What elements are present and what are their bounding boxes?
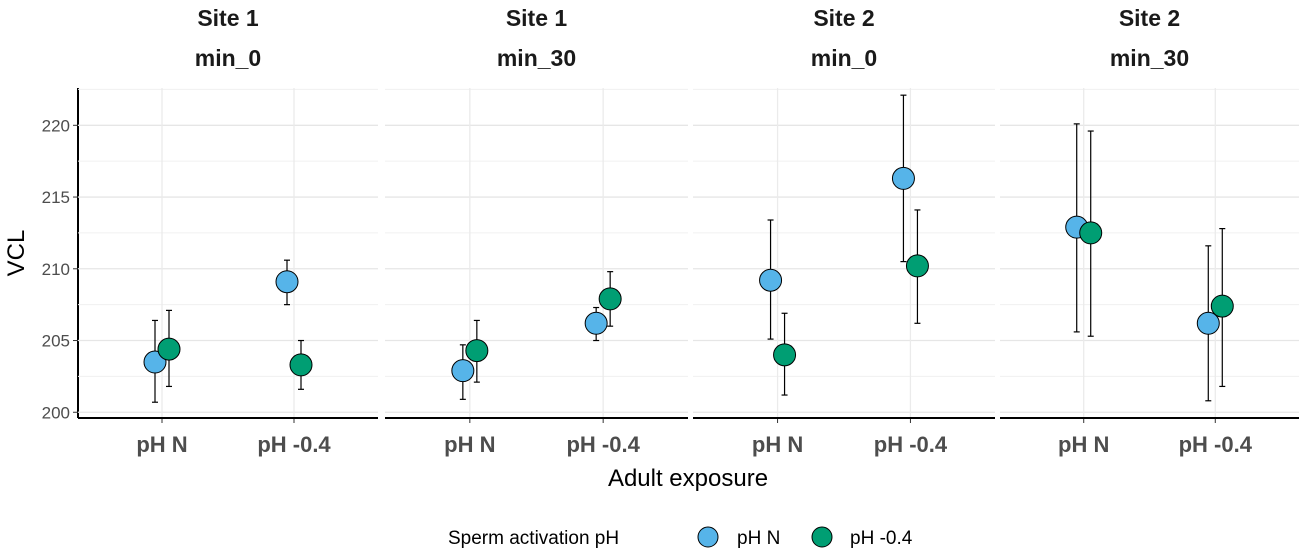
data-point <box>1196 311 1220 335</box>
legend-label-ph-minus-0.4: pH -0.4 <box>850 528 913 549</box>
strip-label: min_30 <box>497 45 576 71</box>
x-tick-label: pH -0.4 <box>566 432 640 457</box>
x-tick-label: pH -0.4 <box>257 432 331 457</box>
legend-label-ph-n: pH N <box>737 528 780 549</box>
strip-label: min_0 <box>195 45 261 71</box>
x-tick-label: pH N <box>444 432 495 457</box>
data-point <box>584 311 608 335</box>
strip-label: Site 2 <box>1119 5 1180 31</box>
x-tick-label: pH N <box>136 432 187 457</box>
x-tick-label: pH -0.4 <box>874 432 948 457</box>
data-point <box>275 270 299 294</box>
y-tick-label: 200 <box>42 403 70 422</box>
y-tick-label: 210 <box>42 260 70 279</box>
x-tick-label: pH -0.4 <box>1179 432 1253 457</box>
y-tick-label: 215 <box>42 188 70 207</box>
data-point <box>465 339 489 363</box>
strip-label: Site 2 <box>813 5 874 31</box>
data-point <box>1079 221 1103 245</box>
legend-title: Sperm activation pH <box>448 528 619 549</box>
data-point <box>759 268 783 292</box>
data-point <box>157 337 181 361</box>
legend: Sperm activation pH pH N pH -0.4 <box>448 526 913 549</box>
y-tick-label: 205 <box>42 332 70 351</box>
x-axis-title: Adult exposure <box>608 465 768 492</box>
legend-key-ph-n <box>697 526 719 548</box>
strip-label: min_30 <box>1110 45 1189 71</box>
x-tick-label: pH N <box>752 432 803 457</box>
y-tick-label: 220 <box>42 116 70 135</box>
y-axis-title: VCL <box>3 230 30 277</box>
legend-key-ph-minus-0.4 <box>811 526 833 548</box>
x-tick-label: pH N <box>1058 432 1109 457</box>
data-point <box>905 254 929 278</box>
data-point <box>598 287 622 311</box>
data-point <box>891 166 915 190</box>
strip-label: Site 1 <box>197 5 259 31</box>
data-point <box>1210 294 1234 318</box>
data-point <box>451 359 475 383</box>
strip-label: Site 1 <box>506 5 568 31</box>
data-point <box>773 343 797 367</box>
strip-label: min_0 <box>811 45 877 71</box>
data-point <box>289 353 313 377</box>
